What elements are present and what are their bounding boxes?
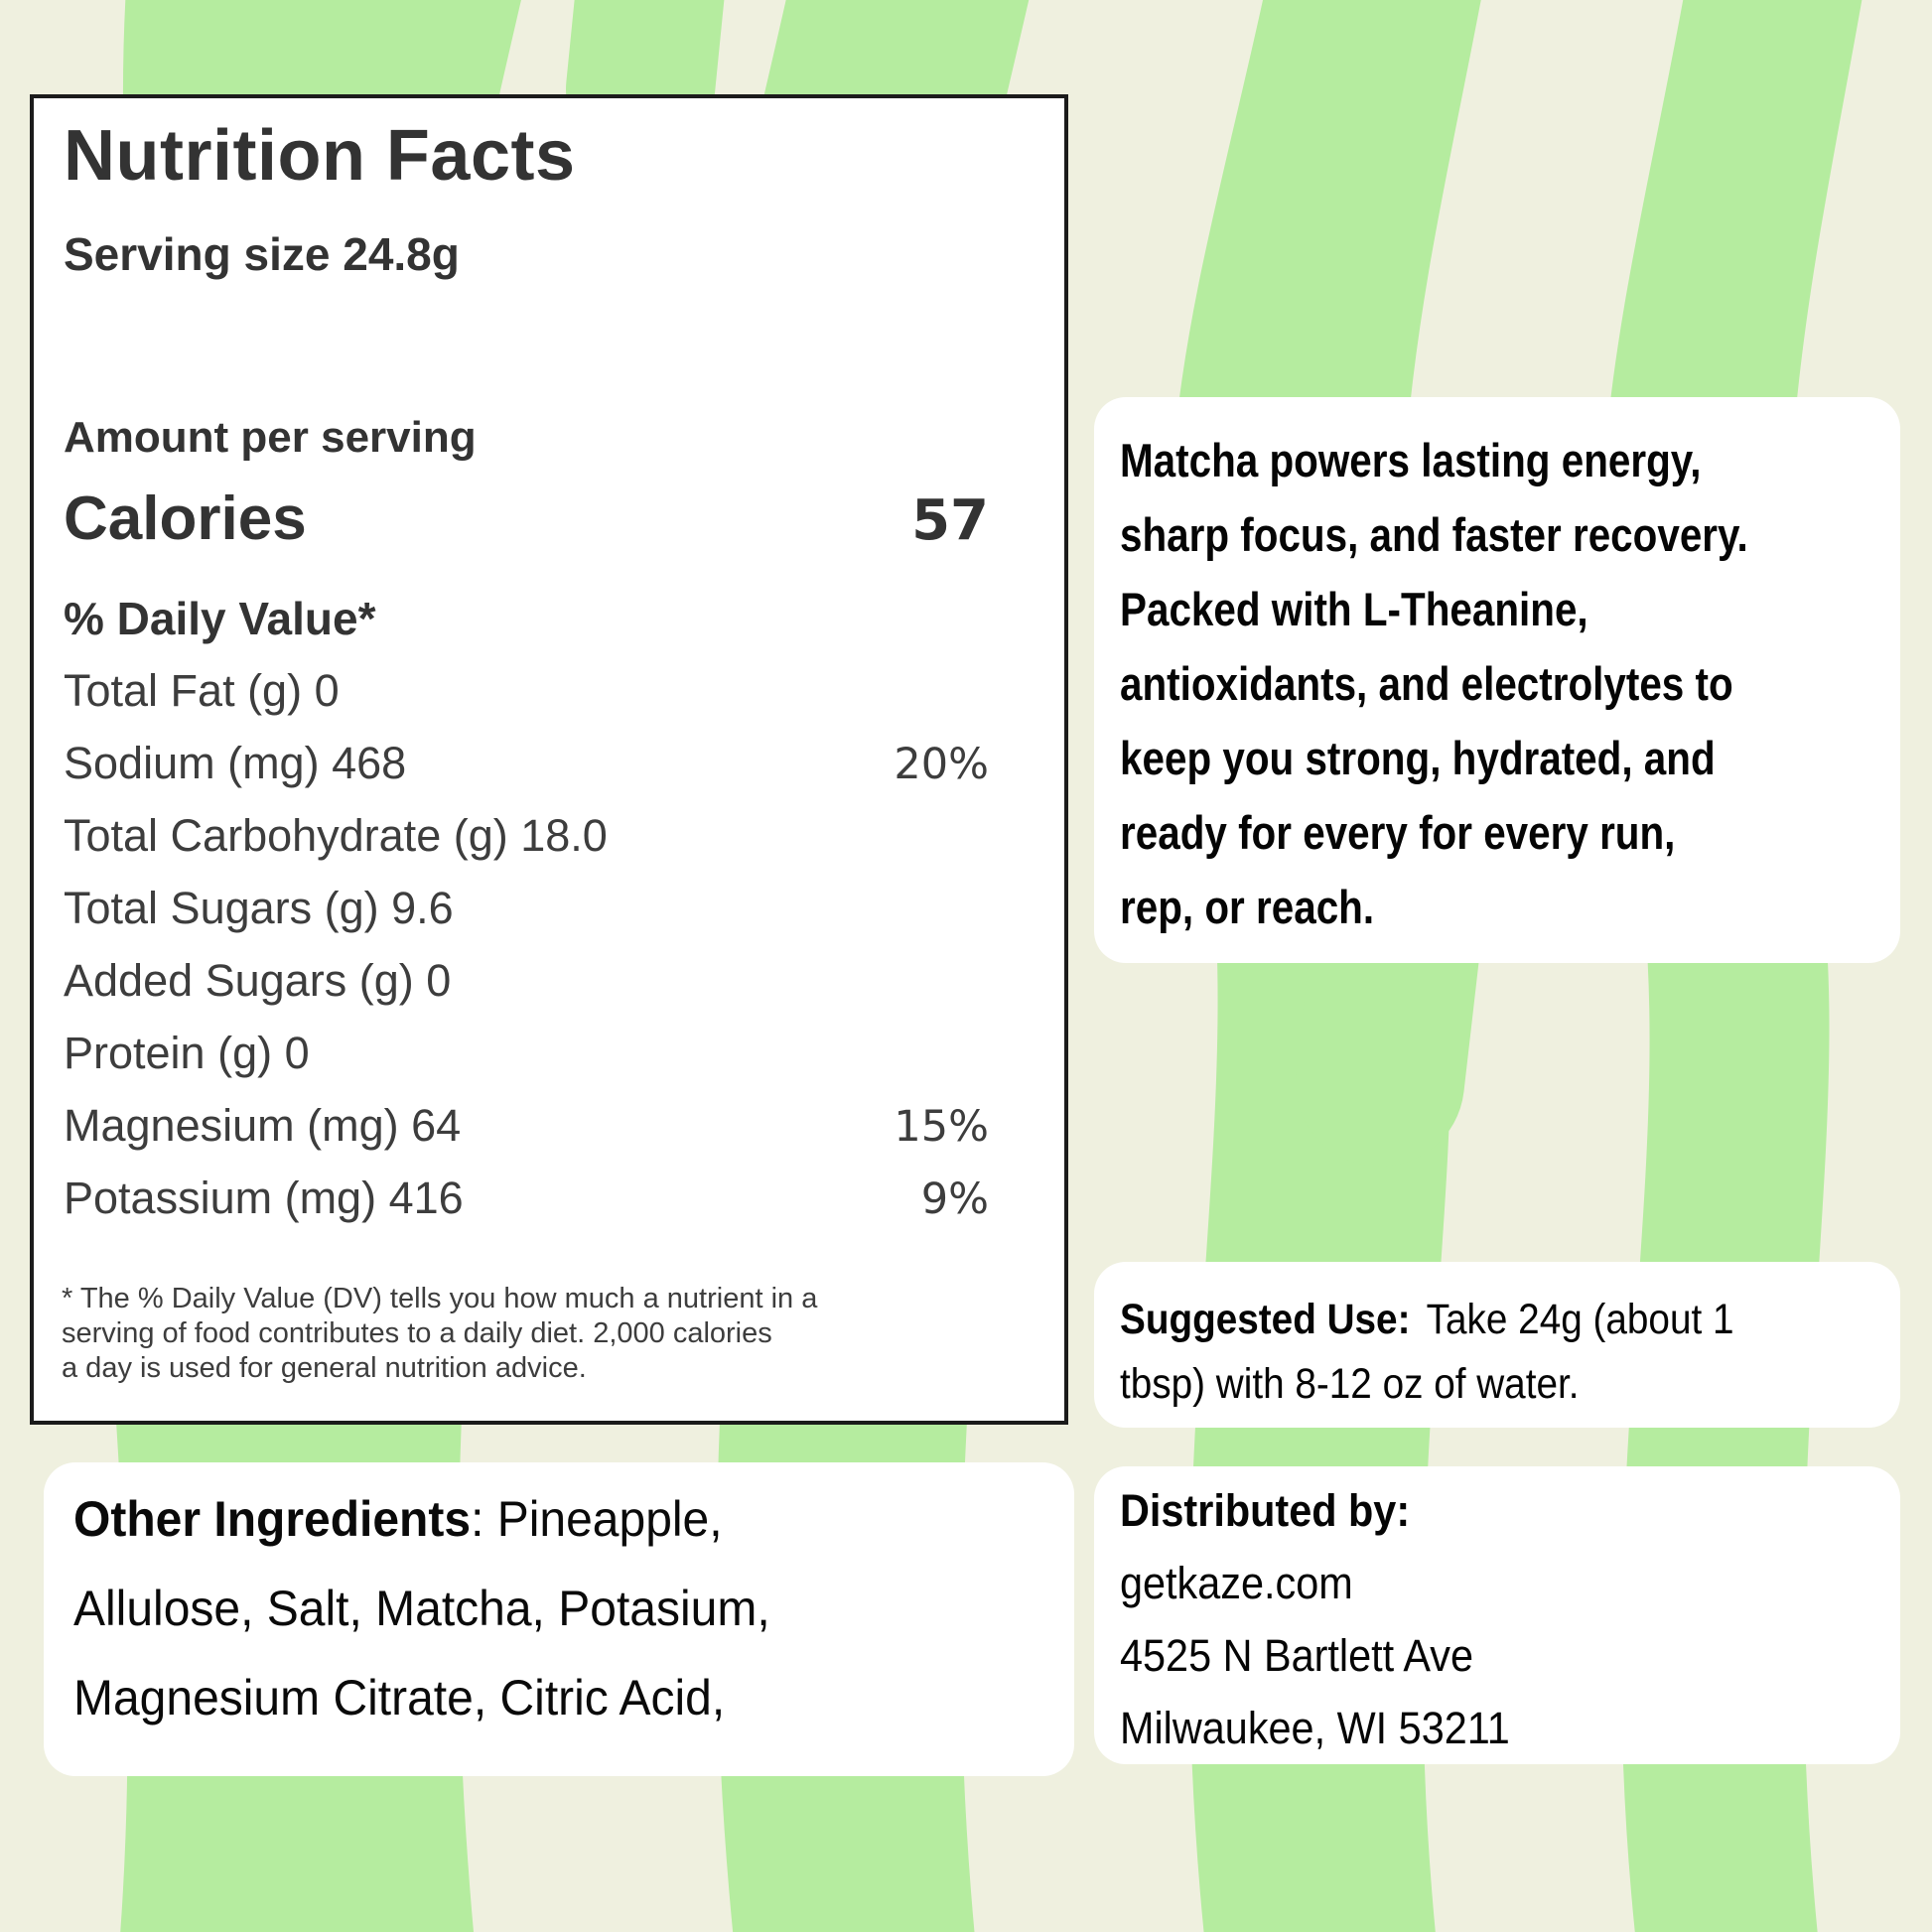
nutrient-label: Total Sugars (g) 9.6: [64, 883, 454, 933]
footnote-line: * The % Daily Value (DV) tells you how m…: [62, 1283, 818, 1314]
nutrient-row-total-sugars: Total Sugars (g) 9.6: [64, 872, 989, 944]
distributor-website: getkaze.com: [1120, 1558, 1353, 1608]
suggested-use-line: tbsp) with 8-12 oz of water.: [1120, 1360, 1580, 1408]
suggested-use-text: Take 24g (about 1: [1426, 1296, 1734, 1343]
nutrient-row-total-carbohydrate: Total Carbohydrate (g) 18.0: [64, 799, 989, 872]
nutrient-rows: Total Fat (g) 0 Sodium (mg) 468 20% Tota…: [64, 654, 989, 1234]
nutrient-label: Added Sugars (g) 0: [64, 955, 452, 1006]
nutrient-label: Potassium (mg) 416: [64, 1173, 464, 1223]
serving-size-text: Serving size 24.8g: [64, 228, 460, 280]
nutrient-label: Total Fat (g) 0: [64, 665, 340, 716]
marketing-line: Matcha powers lasting energy,: [1120, 434, 1702, 486]
marketing-line: Packed with L-Theanine,: [1120, 583, 1588, 635]
marketing-line: antioxidants, and electrolytes to: [1120, 657, 1733, 710]
distributed-by-box: Distributed by: getkaze.com 4525 N Bartl…: [1094, 1466, 1900, 1764]
footnote-line: a day is used for general nutrition advi…: [62, 1352, 587, 1384]
calories-label: Calories: [64, 484, 307, 553]
nutrition-facts-title: Nutrition Facts: [64, 116, 576, 196]
distributor-street-address: 4525 N Bartlett Ave: [1120, 1630, 1473, 1681]
calories-row: Calories 57: [64, 480, 989, 561]
other-ingredients-box: Other Ingredients: Pineapple, Allulose, …: [44, 1462, 1074, 1776]
suggested-use-label: Suggested Use:: [1120, 1296, 1411, 1343]
nutrient-dv: 15%: [894, 1102, 989, 1152]
amount-per-serving-label: Amount per serving: [64, 413, 477, 462]
nutrient-label: Sodium (mg) 468: [64, 738, 407, 788]
calories-value: 57: [911, 488, 989, 553]
marketing-line: ready for every for every run,: [1120, 806, 1676, 859]
suggested-use-line: Suggested Use: Take 24g (about 1: [1120, 1288, 1804, 1352]
nutrient-dv: 9%: [920, 1174, 989, 1224]
other-ingredients-line: Allulose, Salt, Matcha, Potasium,: [73, 1581, 770, 1636]
nutrient-row-total-fat: Total Fat (g) 0: [64, 654, 989, 727]
distributed-by-label: Distributed by:: [1120, 1485, 1411, 1536]
marketing-copy-box: Matcha powers lasting energy, sharp focu…: [1094, 397, 1900, 963]
nutrient-row-magnesium: Magnesium (mg) 64 15%: [64, 1089, 989, 1162]
other-ingredients-label: Other Ingredients: [73, 1491, 472, 1547]
nutrient-label: Magnesium (mg) 64: [64, 1100, 462, 1151]
daily-value-header: % Daily Value*: [64, 593, 376, 644]
marketing-line: rep, or reach.: [1120, 881, 1375, 933]
daily-value-footnote: * The % Daily Value (DV) tells you how m…: [62, 1282, 817, 1386]
nutrient-dv: 20%: [894, 740, 989, 789]
nutrient-row-protein: Protein (g) 0: [64, 1017, 989, 1089]
other-ingredients-text: : Pineapple,: [471, 1491, 723, 1547]
nutrient-row-potassium: Potassium (mg) 416 9%: [64, 1162, 989, 1234]
other-ingredients-line: Magnesium Citrate, Citric Acid,: [73, 1670, 726, 1725]
nutrition-facts-panel: Nutrition Facts Serving size 24.8g Amoun…: [30, 94, 1068, 1425]
suggested-use-box: Suggested Use: Take 24g (about 1 tbsp) wi…: [1094, 1262, 1900, 1428]
footnote-line: serving of food contributes to a daily d…: [62, 1317, 772, 1349]
marketing-line: sharp focus, and faster recovery.: [1120, 508, 1748, 561]
nutrient-label: Total Carbohydrate (g) 18.0: [64, 810, 608, 861]
marketing-line: keep you strong, hydrated, and: [1120, 732, 1716, 784]
nutrient-row-added-sugars: Added Sugars (g) 0: [64, 944, 989, 1017]
nutrient-label: Protein (g) 0: [64, 1028, 310, 1078]
distributor-city-state-zip: Milwaukee, WI 53211: [1120, 1703, 1510, 1753]
nutrient-row-sodium: Sodium (mg) 468 20%: [64, 727, 989, 799]
other-ingredients-line: Other Ingredients: Pineapple,: [73, 1474, 1015, 1564]
